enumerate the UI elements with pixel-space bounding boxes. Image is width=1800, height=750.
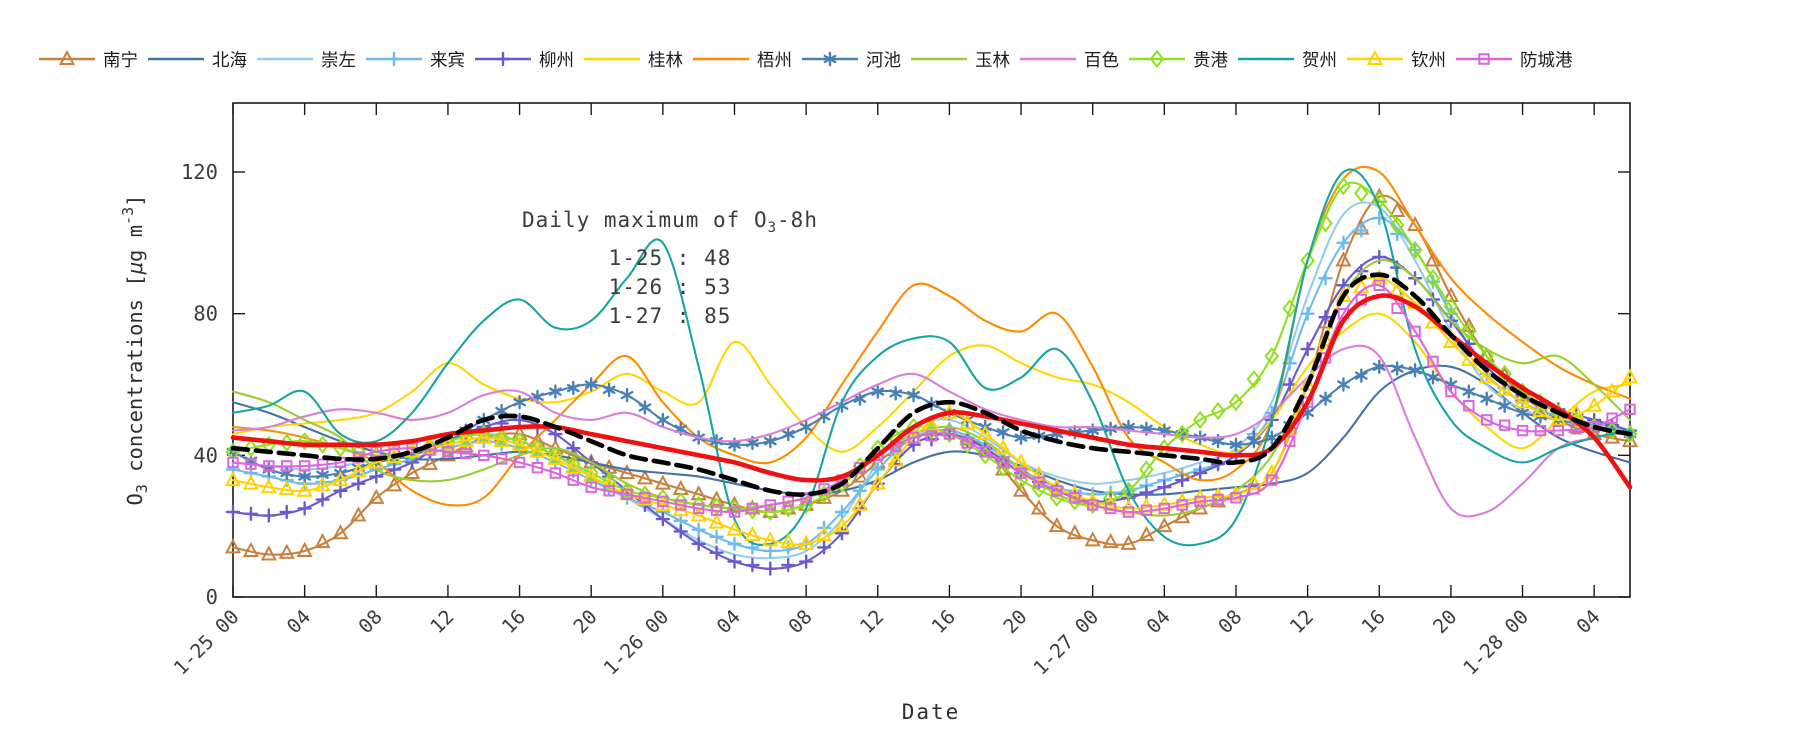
x-tick-label: 20 xyxy=(1429,605,1462,638)
legend-label: 桂林 xyxy=(648,50,683,71)
x-tick-label: 1-25 00 xyxy=(169,605,243,679)
legend-swatch-none-icon xyxy=(911,57,967,61)
series-柳州 xyxy=(225,249,1638,576)
legend-item-北海: 北海 xyxy=(147,47,247,72)
legend-label: 南宁 xyxy=(103,50,138,71)
legend-label: 贺州 xyxy=(1302,50,1337,71)
annotation-line: 1-26 : 53 xyxy=(608,275,732,300)
y-tick-label: 80 xyxy=(193,302,218,326)
legend-item-玉林: 玉林 xyxy=(910,47,1010,72)
legend-swatch-none-icon xyxy=(584,57,640,61)
legend-label: 贵港 xyxy=(1193,50,1228,71)
legend-item-钦州: 钦州 xyxy=(1346,47,1446,72)
series-百色 xyxy=(231,344,1632,518)
legend-item-贵港: 贵港 xyxy=(1128,47,1228,72)
series-thick-black-dashed (unlabeled mean) xyxy=(230,272,1633,497)
legend-swatch-none-icon xyxy=(1020,57,1076,61)
x-tick-label: 16 xyxy=(1357,605,1390,638)
x-tick-label: 08 xyxy=(784,605,817,638)
x-tick-label: 12 xyxy=(426,605,459,638)
series-贺州 xyxy=(231,168,1632,547)
x-tick-label: 12 xyxy=(1285,605,1318,638)
series-防城港 xyxy=(227,279,1636,518)
legend-item-梧州: 梧州 xyxy=(692,47,792,72)
y-axis-title: O3 concentrations [μg m-3] xyxy=(119,195,151,506)
x-tick-label: 1-26 00 xyxy=(599,605,673,679)
legend-item-来宾: 来宾 xyxy=(365,47,465,72)
legend-label: 百色 xyxy=(1084,50,1119,71)
legend-item-贺州: 贺州 xyxy=(1237,47,1337,72)
legend-item-河池: 河池 xyxy=(801,47,901,72)
legend-swatch-square-icon xyxy=(1456,53,1512,65)
x-tick-label: 16 xyxy=(927,605,960,638)
x-tick-label: 1-28 00 xyxy=(1459,605,1533,679)
legend-swatch-triangle-icon xyxy=(39,49,95,65)
annotation-line: 1-25 : 48 xyxy=(608,246,732,271)
annotation-line: 1-27 : 85 xyxy=(608,304,732,329)
y-tick-label: 0 xyxy=(206,585,218,609)
legend-label: 梧州 xyxy=(757,50,792,71)
legend-swatch-diamond-icon xyxy=(1129,49,1185,69)
x-tick-label: 12 xyxy=(855,605,888,638)
x-tick-label: 08 xyxy=(354,605,387,638)
legend-swatch-plus-icon xyxy=(475,51,531,67)
legend-item-南宁: 南宁 xyxy=(38,47,138,72)
series-梧州 xyxy=(231,165,1632,507)
x-tick-label: 16 xyxy=(497,605,530,638)
x-tick-label: 04 xyxy=(282,605,315,638)
legend-swatch-none-icon xyxy=(1238,57,1294,61)
legend-label: 玉林 xyxy=(975,50,1010,71)
legend-label: 崇左 xyxy=(321,50,356,71)
legend-label: 防城港 xyxy=(1520,50,1573,71)
annotation-title: Daily maximum of O3-8h xyxy=(522,208,818,237)
legend-label: 钦州 xyxy=(1411,50,1446,71)
legend-swatch-asterisk-icon xyxy=(802,51,858,67)
legend-swatch-none-icon xyxy=(257,57,313,61)
legend-item-柳州: 柳州 xyxy=(474,47,574,72)
daily-maximum-annotation: Daily maximum of O3-8h 1-25 : 48 1-26 : … xyxy=(468,208,872,331)
legend-item-桂林: 桂林 xyxy=(583,47,683,72)
legend-item-防城港: 防城港 xyxy=(1455,47,1573,72)
series-桂林 xyxy=(231,312,1632,455)
legend-label: 河池 xyxy=(866,50,901,71)
legend-label: 来宾 xyxy=(430,50,465,71)
x-tick-label: 04 xyxy=(712,605,745,638)
x-tick-label: 20 xyxy=(999,605,1032,638)
legend-swatch-none-icon xyxy=(693,57,749,61)
series-thick-red (unlabeled mean) xyxy=(230,293,1633,490)
x-tick-label: 04 xyxy=(1572,605,1605,638)
x-tick-label: 20 xyxy=(569,605,602,638)
legend-swatch-plus-icon xyxy=(366,51,422,67)
legend-swatch-none-icon xyxy=(148,57,204,61)
legend-label: 柳州 xyxy=(539,50,574,71)
axes-box xyxy=(232,102,1631,598)
legend: 南宁 北海 崇左 来宾 柳州 桂林 梧州 河池 玉林 百色 贵港 贺州 钦州 防城港 xyxy=(38,44,1582,74)
x-tick-label: 1-27 00 xyxy=(1029,605,1103,679)
y-tick-label: 40 xyxy=(193,443,218,467)
legend-label: 北海 xyxy=(212,50,247,71)
x-axis-title: Date xyxy=(901,700,961,724)
legend-swatch-triangle-icon xyxy=(1347,49,1403,65)
legend-item-百色: 百色 xyxy=(1019,47,1119,72)
y-tick-label: 120 xyxy=(181,160,218,184)
x-tick-label: 08 xyxy=(1214,605,1247,638)
x-tick-label: 04 xyxy=(1142,605,1175,638)
legend-item-崇左: 崇左 xyxy=(256,47,356,72)
